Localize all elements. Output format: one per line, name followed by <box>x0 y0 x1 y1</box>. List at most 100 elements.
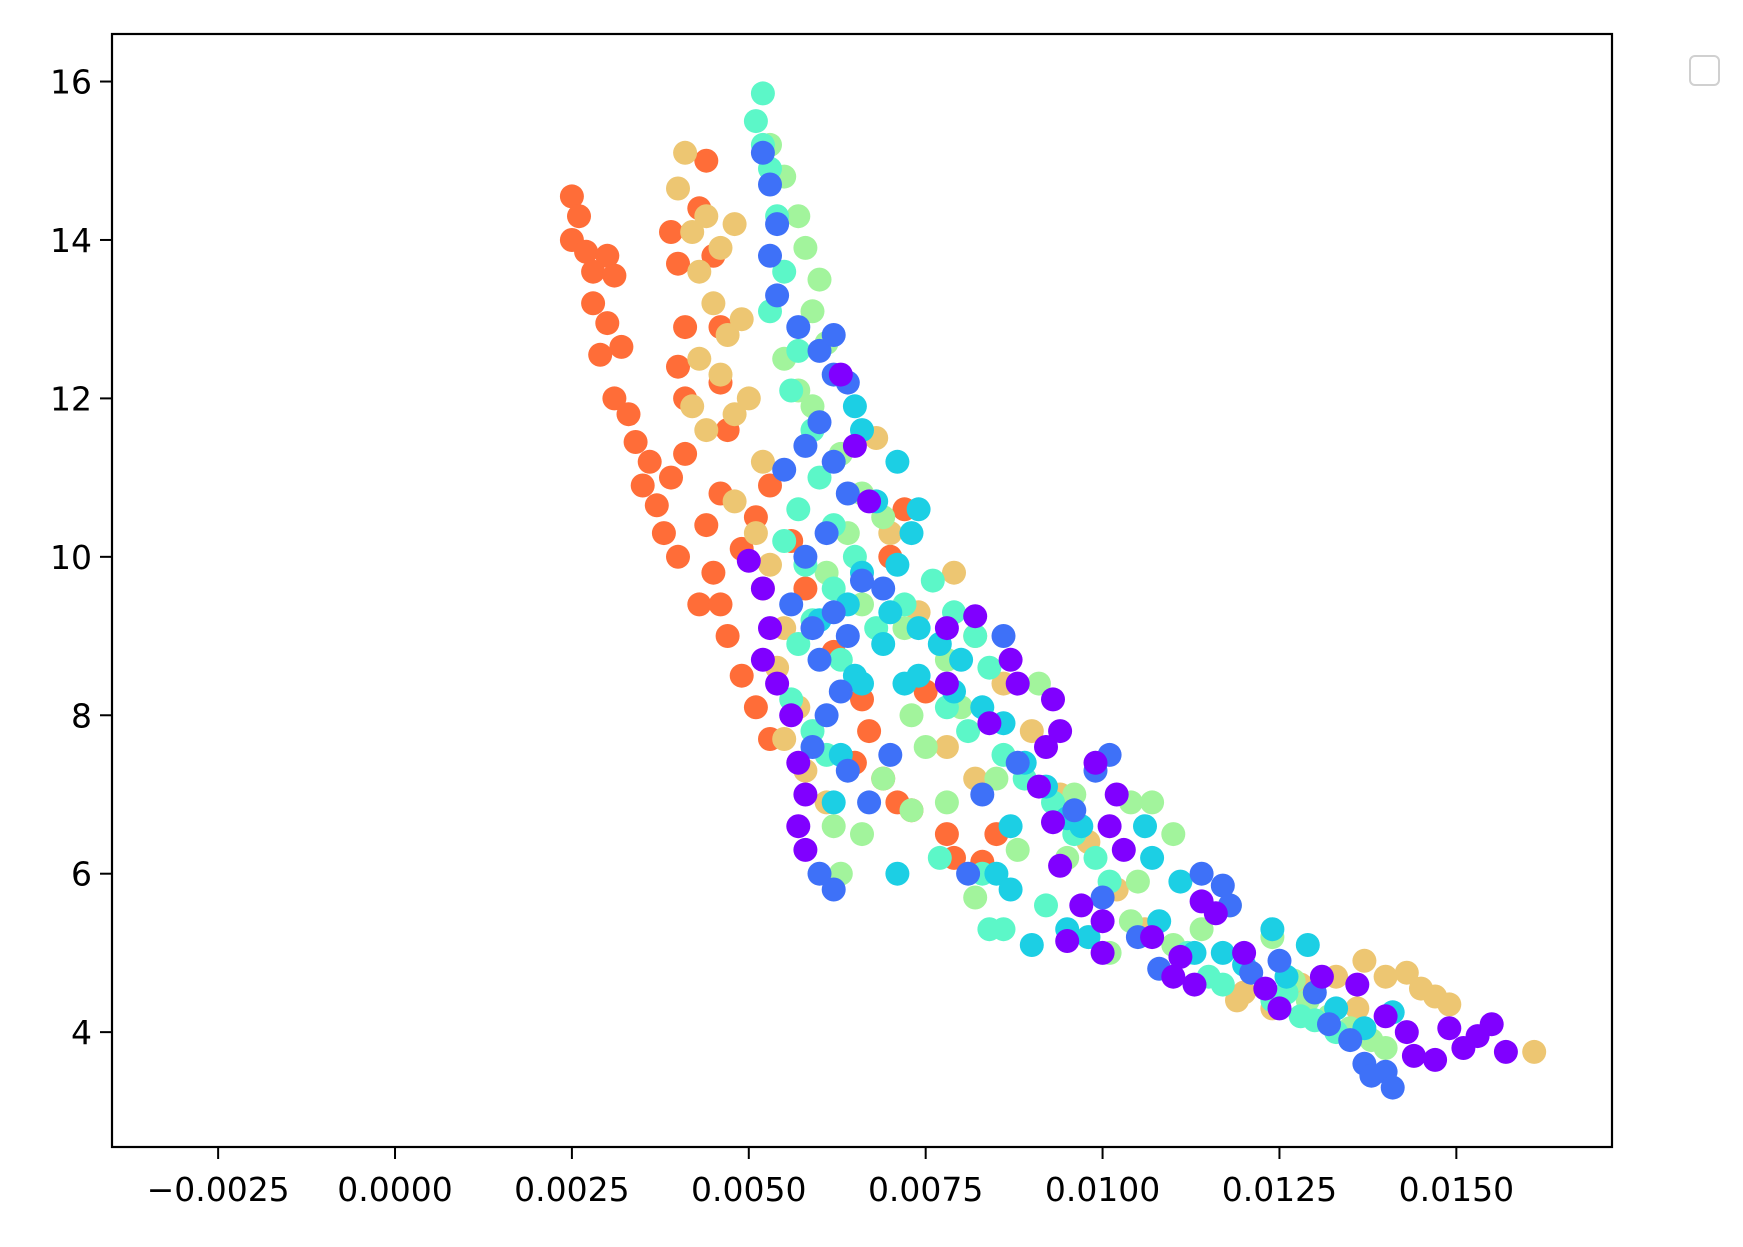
scatter-point <box>1133 814 1157 839</box>
scatter-point <box>1090 885 1115 910</box>
scatter-point <box>807 465 832 490</box>
scatter-point <box>743 695 768 720</box>
scatter-point <box>814 521 839 546</box>
scatter-point <box>828 362 853 387</box>
scatter-point <box>956 719 981 744</box>
scatter-point <box>786 338 811 363</box>
scatter-point <box>750 647 775 672</box>
scatter-point <box>1083 845 1108 870</box>
scatter-point <box>835 758 860 783</box>
scatter-point <box>786 204 811 229</box>
scatter-point <box>984 766 1009 791</box>
scatter-point <box>913 735 938 759</box>
scatter-point <box>1076 925 1101 950</box>
scatter-point <box>1253 976 1278 1001</box>
scatter-point <box>970 782 995 807</box>
scatter-point <box>977 655 1002 680</box>
scatter-point <box>694 513 719 538</box>
scatter-point <box>793 433 818 458</box>
scatter-point <box>850 568 874 593</box>
scatter-point <box>1034 893 1058 918</box>
scatter-point <box>1522 1039 1547 1064</box>
scatter-point <box>977 711 1002 736</box>
scatter-point <box>885 861 910 886</box>
scatter-point <box>899 703 924 728</box>
scatter-point <box>708 235 733 260</box>
scatter-point <box>666 544 690 569</box>
scatter-point <box>793 837 818 862</box>
scatter-point <box>1309 964 1334 989</box>
scatter-point <box>750 81 775 106</box>
scatter-point <box>1005 837 1030 862</box>
scatter-point <box>878 600 903 625</box>
scatter-point <box>991 917 1016 942</box>
scatter-point <box>793 576 818 601</box>
scatter-point <box>1437 992 1462 1017</box>
scatter-point <box>765 671 790 696</box>
scatter-point <box>807 410 832 435</box>
scatter-point <box>1338 1028 1363 1053</box>
scatter-point <box>694 148 719 173</box>
scatter-point <box>1401 1043 1426 1068</box>
scatter-point <box>1041 810 1065 835</box>
scatter-point <box>899 521 924 546</box>
scatter-point <box>680 394 705 419</box>
scatter-point <box>857 489 882 514</box>
scatter-point <box>758 473 782 498</box>
scatter-point <box>1394 960 1419 985</box>
scatter-point <box>1019 719 1044 744</box>
scatter-point <box>1232 940 1257 965</box>
scatter-point <box>800 616 825 641</box>
scatter-point <box>750 576 775 601</box>
scatter-point <box>779 703 804 728</box>
scatter-point <box>1026 671 1051 696</box>
scatter-point <box>722 489 747 514</box>
points-layer <box>559 81 1547 1100</box>
y-tick-label: 14 <box>50 221 92 260</box>
scatter-point <box>1019 933 1044 957</box>
scatter-point <box>722 212 747 237</box>
scatter-point <box>920 568 945 593</box>
scatter-point <box>1182 972 1207 997</box>
scatter-point <box>758 616 782 641</box>
scatter-point <box>616 402 641 427</box>
scatter-point <box>956 861 981 886</box>
scatter-point <box>857 790 882 815</box>
scatter-point <box>637 449 662 474</box>
scatter-point <box>1111 837 1136 862</box>
scatter-point <box>963 604 988 629</box>
scatter-point <box>842 433 867 458</box>
scatter-point <box>1097 814 1122 839</box>
scatter-point <box>729 663 754 688</box>
scatter-point <box>1267 948 1292 973</box>
scatter-point <box>906 497 931 522</box>
scatter-point <box>871 576 896 601</box>
scatter-point <box>998 647 1023 672</box>
scatter-point <box>630 473 655 498</box>
scatter-point <box>772 727 797 751</box>
scatter-point <box>850 822 874 847</box>
scatter-point <box>1161 822 1186 847</box>
scatter-point <box>1048 719 1073 744</box>
scatter-point <box>659 220 683 244</box>
scatter-point <box>942 560 966 585</box>
scatter-point <box>1090 940 1115 965</box>
scatter-point <box>821 576 846 601</box>
scatter-point <box>715 323 740 347</box>
scatter-point <box>567 204 591 229</box>
scatter-point <box>821 790 846 815</box>
scatter-point <box>1210 873 1235 898</box>
scatter-point <box>1041 687 1065 712</box>
scatter-point <box>722 402 747 427</box>
scatter-point <box>1352 948 1377 973</box>
scatter-point <box>1267 996 1292 1021</box>
scatter-point <box>1345 972 1370 997</box>
scatter-point <box>934 790 959 815</box>
scatter-point <box>750 449 775 474</box>
scatter-point <box>1140 925 1165 950</box>
scatter-point <box>743 521 768 546</box>
scatter-point <box>736 386 761 411</box>
scatter-point <box>1189 861 1214 886</box>
